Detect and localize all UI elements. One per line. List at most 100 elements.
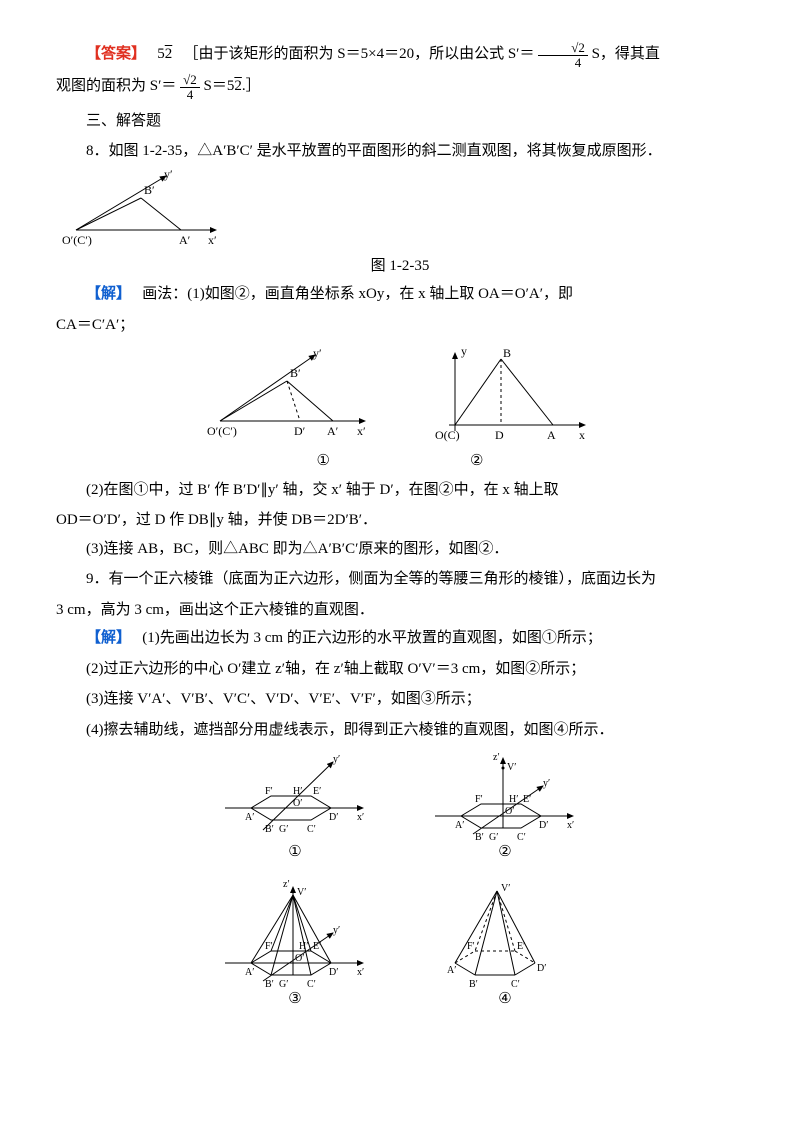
sol9-s4: (4)擦去辅助线，遮挡部分用虚线表示，即得到正六棱锥的直观图，如图④所示． xyxy=(56,716,744,745)
sol8-l3: (3)连接 AB，BC，则△ABC 即为△A′B′C′原来的图形，如图②． xyxy=(56,535,744,564)
fig8b-left: O′(C′) D′ A′ B′ x′ y′ xyxy=(205,345,375,445)
svg-text:A: A xyxy=(547,428,556,442)
svg-text:x′: x′ xyxy=(357,967,364,978)
t6: .］ xyxy=(242,78,261,94)
svg-text:D′: D′ xyxy=(329,812,338,823)
svg-text:x: x xyxy=(579,428,585,442)
svg-text:A′: A′ xyxy=(179,233,191,247)
svg-text:y′: y′ xyxy=(333,925,340,936)
svg-text:G′: G′ xyxy=(279,979,288,987)
svg-text:z′: z′ xyxy=(283,879,290,890)
svg-text:H′: H′ xyxy=(293,786,302,797)
answer-line-2: 观图的面积为 S′＝ √2 4 S＝52.］ xyxy=(56,72,744,102)
svg-text:V′: V′ xyxy=(507,762,516,773)
figure-8b: O′(C′) D′ A′ B′ x′ y′ O(C) D A B x y xyxy=(56,345,744,445)
t3: S，得其直 xyxy=(592,46,660,62)
sqrt1: 2 xyxy=(165,46,173,62)
sol9-s1: 【解】 (1)先画出边长为 3 cm 的正六边形的水平放置的直观图，如图①所示； xyxy=(56,624,744,653)
svg-text:B′: B′ xyxy=(475,832,484,840)
fig9-2: V′ z′ A′ B′ C′ D′ E′ F′ G′ H′ O′ x′ y′ xyxy=(425,750,585,840)
svg-text:F′: F′ xyxy=(265,941,273,952)
figure-9-grid: A′ B′ C′ D′ E′ F′ G′ H′ O′ x′ y′ ① V′ z′… xyxy=(56,750,744,1013)
svg-text:C′: C′ xyxy=(511,979,520,987)
frac1: √2 4 xyxy=(538,41,588,71)
t4: 观图的面积为 S′＝ xyxy=(56,78,176,94)
svg-text:A′: A′ xyxy=(455,820,464,831)
svg-text:O′: O′ xyxy=(505,806,514,817)
t1: 5 xyxy=(157,46,165,62)
svg-text:y: y xyxy=(461,345,467,358)
svg-text:y′: y′ xyxy=(164,168,173,181)
svg-text:B′: B′ xyxy=(265,824,274,835)
svg-text:F′: F′ xyxy=(265,786,273,797)
svg-text:D: D xyxy=(495,428,504,442)
svg-text:V′: V′ xyxy=(501,883,510,894)
fig9-4: V′ A′ B′ C′ D′ E′ F′ xyxy=(425,877,575,987)
svg-text:D′: D′ xyxy=(537,963,546,974)
svg-text:x′: x′ xyxy=(567,820,574,831)
svg-text:E′: E′ xyxy=(313,786,321,797)
svg-text:C′: C′ xyxy=(517,832,526,840)
svg-text:V′: V′ xyxy=(297,887,306,898)
frac2: √2 4 xyxy=(180,73,200,103)
t5: S＝5 xyxy=(204,78,235,94)
svg-text:B′: B′ xyxy=(290,366,301,380)
fig8-svg: O′(C′) A′ B′ x′ y′ xyxy=(56,168,226,252)
svg-text:y′: y′ xyxy=(543,778,550,789)
svg-text:G′: G′ xyxy=(489,832,498,840)
sol9-s3: (3)连接 V′A′、V′B′、V′C′、V′D′、V′E′、V′F′，如图③所… xyxy=(56,685,744,714)
svg-text:B′: B′ xyxy=(265,979,274,987)
svg-text:y′: y′ xyxy=(313,346,322,360)
svg-text:O′: O′ xyxy=(293,798,302,809)
svg-text:C′: C′ xyxy=(307,979,316,987)
figure-8: O′(C′) A′ B′ x′ y′ 图 1-2-35 xyxy=(56,168,744,281)
solution-label-9: 【解】 xyxy=(86,630,131,646)
svg-text:C′: C′ xyxy=(307,824,316,835)
svg-text:D′: D′ xyxy=(539,820,548,831)
sol8-l2: (2)在图①中，过 B′ 作 B′D′∥y′ 轴，交 x′ 轴于 D′，在图②中… xyxy=(56,476,744,505)
svg-text:x′: x′ xyxy=(208,233,217,247)
sol8-line1b: CA＝C′A′； xyxy=(56,311,744,340)
fig8b-labels: ① ② xyxy=(56,447,744,476)
fig8b-right: O(C) D A B x y xyxy=(435,345,595,445)
svg-text:E′: E′ xyxy=(523,794,531,805)
answer-line-1: 【答案】 52 ［由于该矩形的面积为 S＝5×4＝20，所以由公式 S′＝ √2… xyxy=(56,40,744,70)
svg-text:O(C): O(C) xyxy=(435,428,460,442)
svg-text:A′: A′ xyxy=(327,424,339,438)
svg-text:F′: F′ xyxy=(467,941,475,952)
svg-text:x′: x′ xyxy=(357,812,364,823)
svg-text:O′(C′): O′(C′) xyxy=(207,424,237,438)
solution-label-8: 【解】 xyxy=(86,286,131,302)
svg-text:G′: G′ xyxy=(279,824,288,835)
t2: ［由于该矩形的面积为 S＝5×4＝20，所以由公式 S′＝ xyxy=(184,46,535,62)
svg-text:A′: A′ xyxy=(447,965,456,976)
svg-text:x′: x′ xyxy=(357,424,366,438)
svg-text:E′: E′ xyxy=(517,941,525,952)
svg-text:H′: H′ xyxy=(299,941,308,952)
svg-text:y′: y′ xyxy=(333,754,340,765)
svg-text:D′: D′ xyxy=(329,967,338,978)
sol8-line1: 【解】 画法：(1)如图②，画直角坐标系 xOy，在 x 轴上取 OA＝O′A′… xyxy=(56,280,744,309)
svg-text:z′: z′ xyxy=(493,752,500,763)
q8-text: 8．如图 1-2-35，△A′B′C′ 是水平放置的平面图形的斜二测直观图，将其… xyxy=(56,137,744,166)
q9-l1: 9．有一个正六棱锥（底面为正六边形，侧面为全等的等腰三角形的棱锥），底面边长为 xyxy=(56,565,744,594)
fig8-caption: 图 1-2-35 xyxy=(56,252,744,281)
svg-text:E′: E′ xyxy=(313,941,321,952)
q9-l2: 3 cm，高为 3 cm，画出这个正六棱锥的直观图． xyxy=(56,596,744,625)
svg-text:B′: B′ xyxy=(469,979,478,987)
svg-text:F′: F′ xyxy=(475,794,483,805)
answer-label: 【答案】 xyxy=(86,46,146,62)
fig9-3: V′ z′ A′ B′ C′ D′ E′ F′ G′ H′ O′ x′ y′ xyxy=(215,877,375,987)
svg-text:B′: B′ xyxy=(144,183,155,197)
svg-text:A′: A′ xyxy=(245,812,254,823)
sqrt2: 2 xyxy=(234,78,242,94)
svg-text:O′(C′): O′(C′) xyxy=(62,233,92,247)
sol9-s2: (2)过正六边形的中心 O′建立 z′轴，在 z′轴上截取 O′V′＝3 cm，… xyxy=(56,655,744,684)
svg-text:A′: A′ xyxy=(245,967,254,978)
svg-text:H′: H′ xyxy=(509,794,518,805)
svg-text:B: B xyxy=(503,346,511,360)
svg-text:D′: D′ xyxy=(294,424,306,438)
heading-3: 三、解答题 xyxy=(56,107,744,136)
sol8-l2b: OD＝O′D′，过 D 作 DB∥y 轴，并使 DB＝2D′B′． xyxy=(56,506,744,535)
svg-text:O′: O′ xyxy=(295,953,304,964)
